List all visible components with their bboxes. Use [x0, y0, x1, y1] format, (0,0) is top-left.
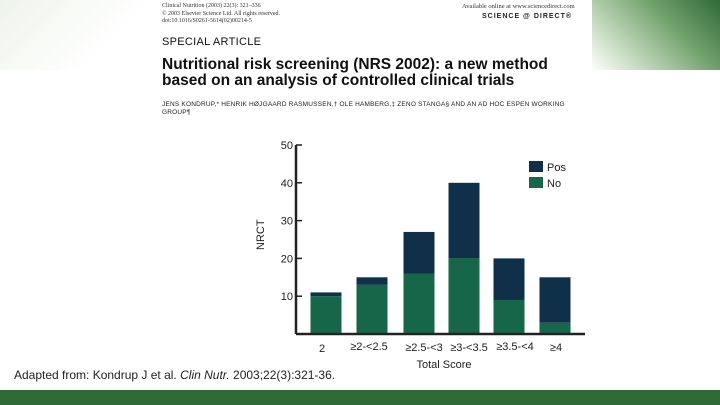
x-category-labels: 2 ≥2-<2.5 ≥2.5-<3 ≥3-<3.5 ≥3.5-<4 ≥4 [319, 341, 562, 355]
y-tick-label: 10 [281, 291, 293, 303]
sciencedirect-logo: SCIENCE @ DIRECT® [482, 13, 573, 20]
legend-swatch [529, 161, 543, 172]
footer-band [0, 390, 720, 405]
article-citation: Clinical Nutrition (2003) 22(3): 321–336… [162, 3, 281, 24]
y-tick-label: 30 [281, 216, 293, 228]
caption-suffix: 2003;22(3):321-36. [229, 368, 336, 382]
y-tick-label: 40 [281, 178, 293, 190]
bar-no [448, 258, 480, 334]
caption-journal: Clin Nutr. [180, 368, 230, 382]
bar-pos [356, 277, 388, 285]
bar-pos [448, 182, 480, 259]
article-section: SPECIAL ARTICLE [162, 36, 262, 48]
x-category-label: ≥2-<2.5 [350, 341, 388, 353]
chart-legend: Pos No [529, 161, 566, 190]
bar-pos [310, 292, 342, 297]
y-tick-label: 20 [281, 253, 293, 265]
background-gradient-left [0, 0, 150, 70]
chart-axes [294, 144, 585, 336]
article-title: Nutritional risk screening (NRS 2002): a… [162, 56, 548, 89]
background-leaf-decoration [590, 0, 720, 70]
chart-bars [310, 182, 571, 334]
article-header-image: Clinical Nutrition (2003) 22(3): 321–336… [150, 0, 592, 122]
x-category-label: 2 [319, 343, 325, 355]
bar-no [493, 299, 525, 334]
x-axis-label: Total Score [416, 359, 471, 371]
caption-prefix: Adapted from: Kondrup J et al. [14, 368, 181, 382]
article-availability: Available online at www.sciencedirect.co… [462, 3, 575, 10]
bar-no [356, 284, 388, 334]
source-caption: Adapted from: Kondrup J et al. Clin Nutr… [14, 368, 335, 382]
x-category-label: ≥3.5-<4 [496, 341, 534, 353]
x-category-label: ≥2.5-<3 [405, 342, 443, 354]
legend-label: No [547, 178, 561, 190]
x-category-label: ≥3-<3.5 [450, 342, 488, 354]
bar-no [539, 322, 571, 334]
article-authors: JENS KONDRUP,* HENRIK HØJGAARD RASMUSSEN… [162, 101, 565, 116]
y-tick-labels: 10 20 30 40 50 [281, 140, 293, 303]
bar-pos [539, 277, 571, 323]
legend-label: Pos [547, 162, 566, 174]
bar-no [403, 273, 435, 334]
legend-swatch [529, 177, 543, 188]
y-tick-label: 50 [281, 140, 293, 152]
x-category-label: ≥4 [550, 342, 562, 354]
bar-pos [493, 258, 525, 300]
bar-pos [403, 231, 435, 274]
bar-no [310, 296, 342, 334]
y-axis-label: NRCT [255, 219, 267, 250]
